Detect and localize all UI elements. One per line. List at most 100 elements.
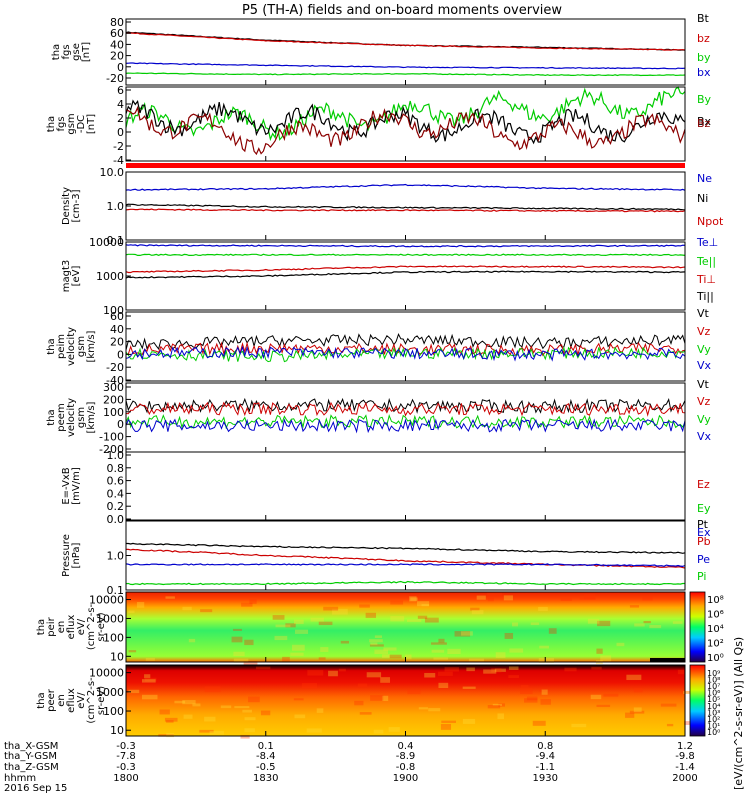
xaxis-row-label: tha_Y-GSM (4, 751, 57, 762)
spectrogram-texture (616, 642, 625, 647)
spectrogram-texture (597, 620, 611, 627)
colorbar-tick: 10⁸ (707, 676, 720, 685)
spectrogram-texture (471, 610, 484, 615)
ytick-label: 300 (103, 381, 124, 394)
legend-fgs_gsm_dc-2: Bz (697, 117, 711, 130)
frame-density (125, 171, 686, 241)
spectrogram-texture (498, 703, 505, 707)
series-peem_velocity-0 (125, 397, 686, 414)
spectrogram-texture (447, 648, 461, 655)
ytick-label: 0.4 (107, 487, 125, 500)
spectrogram-texture (417, 615, 428, 619)
ytick-label: 1000 (96, 686, 124, 699)
spectrogram-texture (440, 723, 452, 730)
spectrogram-texture (192, 703, 201, 707)
spectrogram-texture (295, 629, 309, 634)
ylabel-line: [cm-3] (71, 189, 82, 222)
ylabel-peim_velocity: tha peim velocity gsm [km/s] (46, 327, 97, 366)
spectrogram-texture (626, 674, 642, 681)
spectrogram-texture (166, 732, 175, 738)
spectrogram-texture (260, 710, 271, 716)
ylabel-line: velocity (66, 327, 77, 366)
spectrogram-texture (294, 714, 306, 719)
spectrogram-texture (634, 623, 645, 627)
xaxis-value: 2000 (672, 773, 697, 784)
spectrogram-texture (390, 600, 404, 605)
series-peem_velocity-2 (125, 413, 686, 430)
colorbar-tick: 10⁵ (707, 695, 720, 704)
spectrogram-texture (369, 639, 383, 643)
colorbar-tick: 10⁷ (707, 682, 720, 691)
spectrogram-texture (282, 656, 290, 662)
panel-pressure: Pt Pb Pe Pi 0.1 1.0 Pressure [nPa] (61, 518, 711, 597)
spectrogram-texture (494, 668, 506, 672)
ytick-label: -4 (113, 154, 124, 167)
spectrogram-texture (495, 652, 506, 659)
legend-density-1: Ni (697, 192, 708, 205)
spectrogram-texture (359, 604, 370, 608)
ytick-label: 10.0 (100, 166, 125, 179)
spectrogram-texture (520, 684, 529, 688)
spectrogram-texture (579, 597, 596, 600)
xaxis-row-label: tha_Z-GSM (4, 762, 59, 773)
ytick-label: 0.2 (107, 500, 125, 513)
frame-pressure (125, 520, 686, 591)
spectrogram-texture (369, 644, 384, 647)
spectrogram-texture (370, 695, 384, 701)
xaxis-value: -8.4 (256, 751, 276, 762)
spectrogram-texture (244, 717, 256, 721)
legend-efield-0: Ez (697, 478, 710, 491)
spectrogram-texture (301, 683, 318, 689)
spectrogram-texture (431, 642, 447, 645)
ylabel-line: velocity (66, 398, 77, 437)
series-peem_velocity-1 (125, 401, 686, 417)
legend-peem_velocity-1: Vz (697, 395, 711, 408)
spectrogram-texture (596, 648, 603, 654)
legend-pressure-1: Pb (697, 535, 711, 548)
xaxis-value: 0.4 (398, 741, 414, 752)
series-density-1 (125, 203, 686, 211)
spectrogram-texture (158, 734, 174, 737)
spectrogram-texture (292, 644, 305, 651)
spectrogram-texture (416, 601, 430, 607)
spectrogram-texture (166, 720, 174, 723)
spectrogram-texture (366, 672, 382, 678)
ytick-label: 0 (117, 61, 124, 74)
legend-fgs_gsm_dc-0: By (697, 93, 712, 106)
spectrogram-texture (407, 619, 422, 622)
spectrogram-texture (441, 720, 456, 723)
spectrogram-texture (587, 618, 600, 624)
ylabel-line: peer (46, 688, 57, 712)
spectrogram-texture (629, 710, 645, 714)
series-pressure-0 (126, 542, 686, 554)
spectrogram-texture (600, 655, 612, 662)
ylabel-line: tha (46, 409, 57, 425)
spectrogram-texture (272, 615, 285, 620)
xaxis-value: 1900 (393, 773, 418, 784)
series-fgs_gse-2 (125, 72, 686, 77)
spectrogram-texture (243, 661, 258, 667)
spectrogram-texture (200, 609, 213, 613)
legend-peim_velocity-1: Vz (697, 325, 711, 338)
ylabel-line: gsm (66, 113, 77, 134)
ylabel-peir_eflux: tha peir en eflux eV/(cm^2-s-sr-eV) (36, 603, 107, 650)
spectrogram-texture (231, 636, 243, 643)
xaxis-value: 1930 (533, 773, 558, 784)
spectrogram-texture (520, 688, 533, 695)
ylabel-line: [km/s] (86, 401, 97, 433)
spectrogram-texture (625, 712, 635, 718)
spectrogram-texture (274, 635, 288, 641)
spectrogram-texture (404, 654, 412, 660)
ylabel-line: sr-eV) (96, 686, 107, 715)
ytick-label: 80 (110, 16, 124, 29)
ylabel-line: [mV/m] (71, 467, 82, 505)
spectrogram-texture (145, 657, 155, 661)
spectrogram-texture (469, 658, 484, 662)
spectrogram-texture (328, 670, 338, 677)
spectrogram-texture (244, 728, 255, 733)
spectrogram-texture (538, 606, 548, 611)
ylabel-line: fgs (56, 116, 67, 131)
